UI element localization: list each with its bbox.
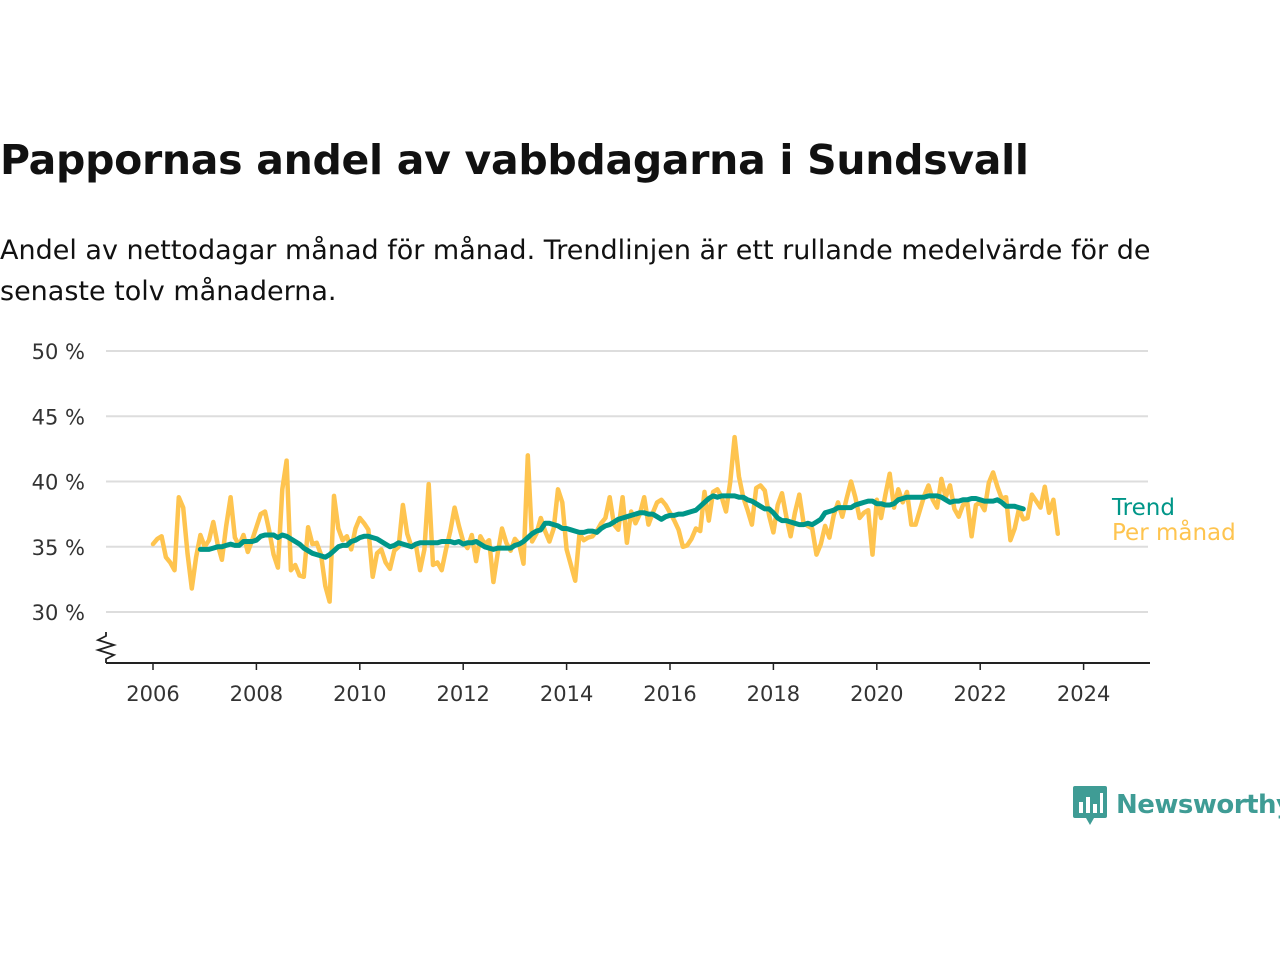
chart-subtitle: Andel av nettodagar månad för månad. Tre…: [0, 235, 1151, 307]
brand-logo: Newsworthy: [1072, 784, 1280, 826]
x-tick-label: 2018: [747, 682, 800, 706]
series-label-per-manad: Per månad: [1112, 518, 1236, 546]
x-axis-ticks: 2006 2008 2010 2012 2014 2016 2018 2020 2022 2024: [126, 663, 1110, 706]
y-tick-label: 50 %: [32, 340, 85, 364]
x-tick-label: 2016: [643, 682, 696, 706]
x-tick-label: 2010: [333, 682, 386, 706]
x-tick-label: 2014: [540, 682, 593, 706]
y-axis-tick-labels: 50 % 45 % 40 % 35 % 30 %: [32, 340, 85, 625]
y-tick-label: 40 %: [32, 471, 85, 495]
series-lines: [150, 434, 1061, 604]
x-tick-label: 2024: [1057, 682, 1110, 706]
y-axis-break-icon: [94, 632, 118, 663]
series-line-per-manad: [150, 434, 1061, 604]
x-tick-label: 2006: [126, 682, 179, 706]
series-line-trend: [197, 493, 1026, 560]
x-tick-label: 2022: [953, 682, 1006, 706]
y-tick-label: 45 %: [32, 405, 85, 429]
x-tick-label: 2020: [850, 682, 903, 706]
x-axis: [94, 632, 1150, 664]
y-tick-label: 30 %: [32, 601, 85, 625]
brand-name: Newsworthy: [1116, 790, 1280, 820]
chart-title: Pappornas andel av vabbdagarna i Sundsva…: [0, 136, 1029, 184]
newsworthy-logo-icon: [1073, 786, 1107, 825]
x-tick-label: 2012: [436, 682, 489, 706]
gridlines: [106, 350, 1148, 613]
series-label-trend: Trend: [1111, 495, 1175, 521]
y-tick-label: 35 %: [32, 536, 85, 560]
x-tick-label: 2008: [230, 682, 283, 706]
